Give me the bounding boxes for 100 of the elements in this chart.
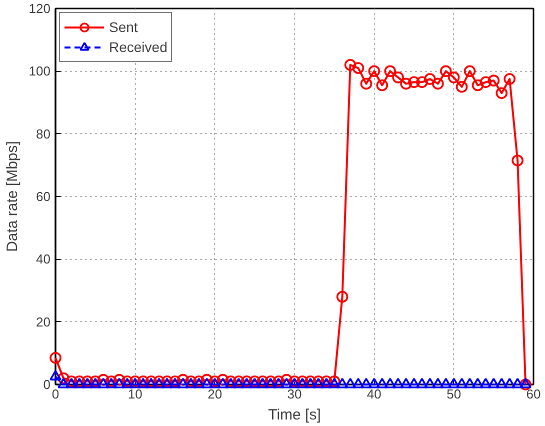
point: [408, 378, 420, 388]
point: [336, 290, 348, 303]
point: [74, 378, 86, 388]
point: [432, 78, 444, 90]
point: [256, 378, 269, 388]
point: [384, 378, 396, 388]
point: [472, 79, 484, 92]
point: [368, 378, 380, 388]
point: [352, 378, 364, 388]
point: [392, 378, 404, 388]
y-tick-label: 80: [36, 126, 51, 142]
point: [105, 378, 118, 388]
point: [66, 378, 78, 388]
legend-label: Sent: [109, 19, 138, 35]
point: [416, 76, 428, 88]
y-tick-label: 100: [28, 64, 51, 79]
point: [312, 378, 324, 388]
point: [129, 378, 142, 388]
point: [97, 374, 110, 386]
point: [200, 374, 213, 386]
point: [384, 65, 396, 78]
y-tick-label: 0: [43, 377, 51, 392]
point: [58, 378, 70, 388]
point: [216, 378, 229, 388]
point: [89, 378, 102, 388]
point: [416, 378, 428, 388]
point: [480, 76, 492, 88]
y-axis-title: Data rate [Mbps]: [4, 141, 21, 252]
point: [97, 378, 110, 388]
point: [376, 378, 388, 388]
point: [360, 78, 372, 90]
point: [400, 78, 412, 90]
point: [480, 378, 492, 388]
point: [177, 378, 189, 388]
point: [81, 378, 94, 388]
point: [272, 378, 284, 388]
point: [472, 378, 484, 388]
y-tick-label: 60: [36, 189, 51, 204]
x-tick-label: 40: [366, 386, 382, 402]
point: [344, 59, 356, 71]
point: [488, 378, 500, 388]
point: [440, 65, 452, 78]
point: [177, 374, 189, 386]
point: [232, 378, 245, 388]
point: [145, 378, 157, 388]
x-tick-label: 60: [526, 386, 541, 402]
point: [50, 370, 62, 380]
point: [240, 378, 253, 388]
point: [352, 62, 364, 74]
x-tick-label: 30: [287, 386, 302, 402]
point: [424, 378, 436, 388]
point: [376, 79, 388, 92]
point: [264, 378, 276, 388]
point: [58, 372, 70, 384]
x-tick-label: 50: [446, 386, 462, 402]
point: [50, 352, 62, 364]
point: [304, 378, 316, 388]
point: [368, 65, 380, 78]
point: [496, 378, 508, 388]
point: [512, 378, 524, 388]
legend-label: Received: [109, 39, 168, 55]
point: [488, 74, 500, 86]
point: [440, 378, 452, 388]
point: [208, 378, 221, 388]
point: [424, 73, 436, 85]
point: [328, 375, 340, 388]
point: [328, 378, 340, 388]
point: [456, 80, 468, 93]
point: [185, 378, 197, 388]
point: [464, 378, 476, 388]
x-tick-label: 10: [128, 386, 142, 402]
point: [224, 378, 237, 388]
point: [113, 378, 126, 388]
point: [464, 65, 476, 78]
point: [193, 378, 205, 388]
y-tick-label: 40: [36, 252, 51, 267]
point: [504, 378, 516, 388]
point: [320, 378, 332, 388]
point: [280, 374, 292, 386]
point: [169, 378, 181, 388]
point: [161, 378, 173, 388]
point: [288, 378, 300, 388]
point: [448, 378, 460, 388]
point: [153, 378, 165, 388]
point: [113, 374, 126, 386]
point: [504, 73, 516, 85]
point: [200, 378, 213, 388]
x-tick-label: 20: [208, 386, 222, 402]
point: [216, 374, 229, 386]
point: [400, 378, 412, 388]
point: [296, 378, 308, 388]
point: [432, 378, 444, 388]
point: [392, 72, 404, 84]
x-axis-title: Time [s]: [268, 406, 321, 424]
point: [344, 378, 356, 388]
point: [360, 378, 372, 388]
point: [496, 87, 508, 99]
point: [137, 378, 150, 388]
point: [448, 72, 460, 84]
point: [408, 76, 420, 88]
